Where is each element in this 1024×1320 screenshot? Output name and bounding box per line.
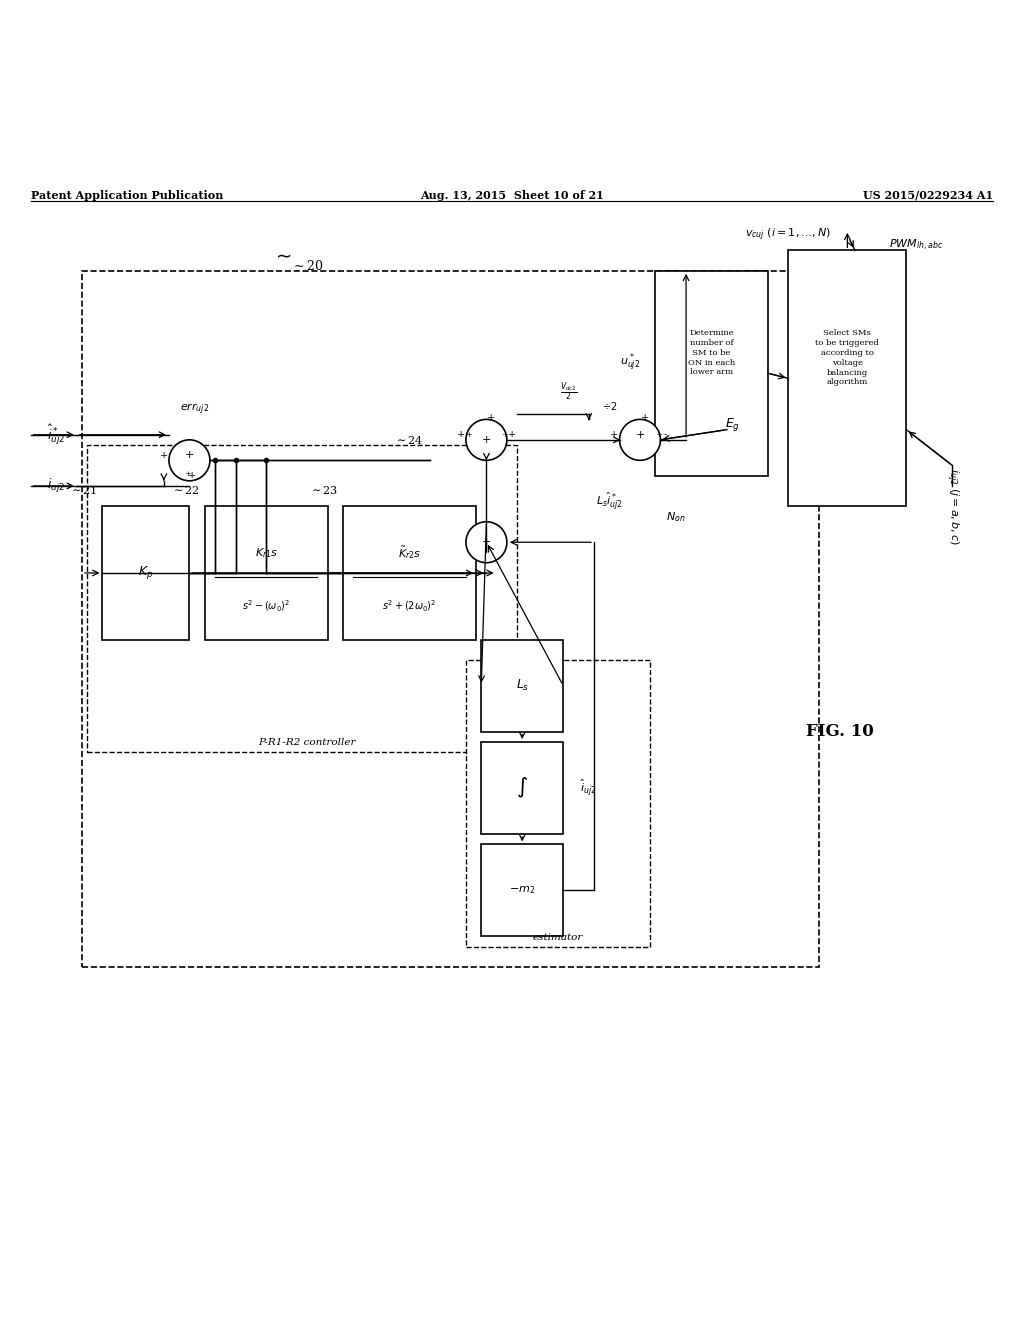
Text: $s^2-(\omega_0)^2$: $s^2-(\omega_0)^2$ — [242, 598, 291, 614]
Text: $N_{on}$: $N_{on}$ — [666, 510, 686, 524]
FancyBboxPatch shape — [205, 507, 328, 639]
Text: $i_{uj2}\ (j=a,b,c)$: $i_{uj2}\ (j=a,b,c)$ — [944, 467, 961, 545]
Text: $E_g$: $E_g$ — [725, 416, 739, 433]
Text: +: + — [184, 450, 195, 461]
Text: $L_s$: $L_s$ — [515, 678, 529, 693]
Text: $u^*_{uj2}$: $u^*_{uj2}$ — [620, 352, 640, 374]
Text: Determine
number of
SM to be
ON in each
lower arm: Determine number of SM to be ON in each … — [688, 329, 735, 376]
Text: $\sim$: $\sim$ — [271, 247, 292, 264]
FancyBboxPatch shape — [481, 742, 563, 834]
Text: $-m_2$: $-m_2$ — [509, 884, 536, 896]
Text: $\sim$20: $\sim$20 — [291, 259, 324, 273]
Text: P-R1-R2 controller: P-R1-R2 controller — [258, 738, 356, 747]
Text: $\int$: $\int$ — [516, 776, 528, 800]
Text: +: + — [655, 430, 663, 438]
FancyBboxPatch shape — [481, 845, 563, 936]
Text: $s^2+(2\omega_0)^2$: $s^2+(2\omega_0)^2$ — [382, 598, 437, 614]
Text: US 2015/0229234 A1: US 2015/0229234 A1 — [863, 190, 993, 201]
Circle shape — [466, 521, 507, 562]
Text: +: + — [501, 430, 508, 438]
Text: $\hat{i}_{uj2}$: $\hat{i}_{uj2}$ — [581, 777, 597, 799]
Text: $\sim$24: $\sim$24 — [394, 434, 424, 446]
Text: +: + — [641, 413, 649, 422]
Text: $\sim$22: $\sim$22 — [171, 484, 200, 496]
Text: FIG. 10: FIG. 10 — [806, 723, 873, 741]
FancyBboxPatch shape — [87, 445, 517, 752]
Text: $\tilde{K}_{r2}s$: $\tilde{K}_{r2}s$ — [398, 545, 421, 561]
Text: +: + — [188, 471, 197, 480]
Text: +: + — [481, 537, 492, 548]
Text: $i_{uj2}$: $i_{uj2}$ — [47, 477, 66, 495]
Text: +: + — [508, 430, 516, 440]
Text: +: + — [457, 430, 465, 440]
Circle shape — [620, 420, 660, 461]
Text: -: - — [664, 430, 668, 440]
Text: $\div 2$: $\div 2$ — [601, 400, 617, 412]
FancyBboxPatch shape — [82, 271, 819, 968]
Text: $K_p$: $K_p$ — [138, 565, 154, 581]
Text: $\sim$23: $\sim$23 — [309, 484, 338, 496]
FancyBboxPatch shape — [788, 251, 906, 507]
FancyBboxPatch shape — [466, 660, 650, 946]
Text: Select SMs
to be triggered
according to
voltage
balancing
algorithm: Select SMs to be triggered according to … — [815, 330, 880, 387]
Text: Patent Application Publication: Patent Application Publication — [31, 190, 223, 201]
Text: $\hat{i}_{uj2}^*$: $\hat{i}_{uj2}^*$ — [47, 422, 66, 447]
Text: +: + — [635, 430, 645, 440]
Text: $K_{r1}s$: $K_{r1}s$ — [255, 546, 278, 560]
FancyBboxPatch shape — [655, 271, 768, 475]
Text: +: + — [160, 450, 168, 459]
Text: +: + — [481, 434, 492, 445]
Text: $\sim$21: $\sim$21 — [69, 484, 97, 496]
Text: +: + — [487, 413, 496, 422]
Text: $v_{cuj}\ (i=1,\ldots,N)$: $v_{cuj}\ (i=1,\ldots,N)$ — [745, 227, 831, 243]
Text: $PWM_{lh,abc}$: $PWM_{lh,abc}$ — [890, 238, 943, 253]
Text: estimator: estimator — [532, 933, 584, 941]
Text: +: + — [184, 470, 190, 478]
FancyBboxPatch shape — [102, 507, 189, 639]
Circle shape — [466, 420, 507, 461]
Text: Aug. 13, 2015  Sheet 10 of 21: Aug. 13, 2015 Sheet 10 of 21 — [420, 190, 604, 201]
Circle shape — [169, 440, 210, 480]
FancyBboxPatch shape — [343, 507, 476, 639]
Text: +: + — [465, 430, 472, 438]
Text: $L_s\hat{i}^*_{uj2}$: $L_s\hat{i}^*_{uj2}$ — [596, 490, 623, 512]
Text: +: + — [610, 430, 618, 440]
FancyBboxPatch shape — [481, 639, 563, 731]
Text: $err_{uj2}$: $err_{uj2}$ — [180, 401, 209, 417]
Text: $\frac{V_{dc2}}{2}$: $\frac{V_{dc2}}{2}$ — [559, 380, 578, 403]
